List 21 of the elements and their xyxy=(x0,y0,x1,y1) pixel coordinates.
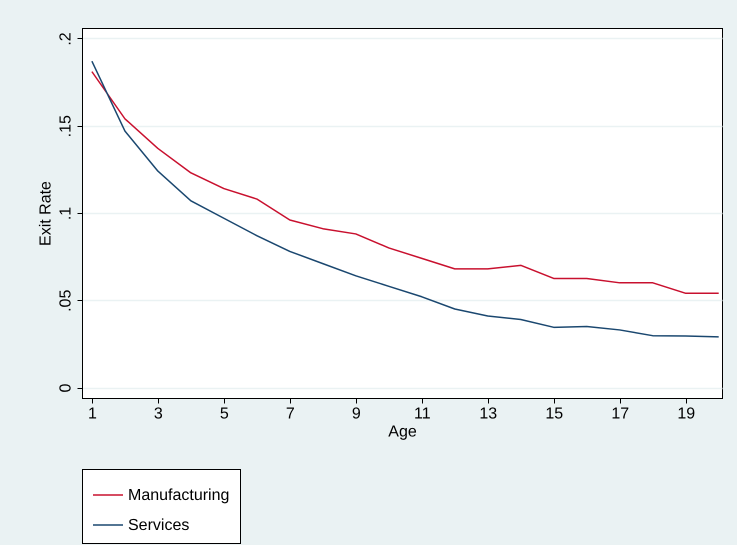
legend-label: Manufacturing xyxy=(128,487,230,504)
x-tick-label: 17 xyxy=(611,406,630,422)
legend-label: Services xyxy=(128,517,190,534)
y-tick-label: .05 xyxy=(58,290,74,312)
line-series xyxy=(91,60,720,338)
x-axis-title: Age xyxy=(388,424,417,440)
y-tick-label: .15 xyxy=(58,115,74,138)
y-tick-label: .2 xyxy=(58,32,74,46)
x-tick-label: 7 xyxy=(286,406,295,422)
x-tick-label: 9 xyxy=(352,406,361,422)
x-tick-label: 3 xyxy=(154,406,163,422)
x-tick-label: 1 xyxy=(88,406,97,422)
x-tick-label: 13 xyxy=(479,406,498,422)
text: 0 xyxy=(58,384,74,392)
y-axis-title: Exit Rate xyxy=(38,180,54,246)
x-tick-label: 11 xyxy=(414,406,431,422)
x-tick-label: 19 xyxy=(677,406,696,422)
x-tick-label: 15 xyxy=(545,406,564,422)
y-tick-label: .1 xyxy=(58,206,74,220)
line-series xyxy=(91,70,720,294)
x-tick-label: 5 xyxy=(220,406,229,422)
